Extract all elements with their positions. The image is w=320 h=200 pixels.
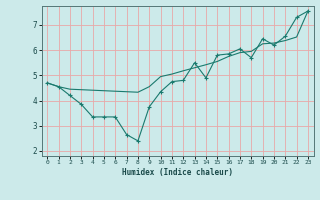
X-axis label: Humidex (Indice chaleur): Humidex (Indice chaleur) xyxy=(122,168,233,177)
